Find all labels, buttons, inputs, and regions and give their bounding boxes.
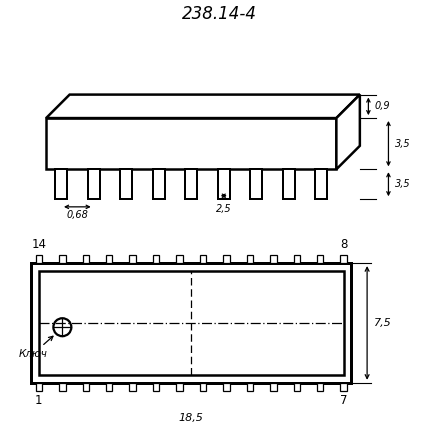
Bar (247, 383, 253, 391)
Bar (317, 254, 323, 263)
Text: 0,68: 0,68 (67, 210, 88, 220)
Text: 18,5: 18,5 (179, 413, 204, 422)
Bar (223, 383, 230, 391)
Bar (35, 383, 42, 391)
Bar (106, 254, 113, 263)
Bar (46, 118, 336, 169)
Text: 7,5: 7,5 (374, 318, 392, 328)
Text: 1: 1 (35, 394, 42, 407)
Bar (59, 383, 66, 391)
Bar (31, 263, 351, 383)
Text: 14: 14 (32, 238, 46, 251)
Bar (283, 169, 295, 199)
Polygon shape (336, 95, 360, 169)
Text: 238.14-4: 238.14-4 (181, 5, 257, 23)
Bar (130, 254, 136, 263)
Bar (340, 254, 347, 263)
Bar (153, 169, 165, 199)
Bar (106, 383, 113, 391)
Bar (177, 254, 183, 263)
Bar (247, 254, 253, 263)
Bar (83, 383, 89, 391)
Bar (153, 254, 159, 263)
Bar (317, 383, 323, 391)
Text: Ключ: Ключ (18, 336, 53, 359)
Text: 0,9: 0,9 (374, 101, 390, 111)
Bar (315, 169, 328, 199)
Bar (35, 254, 42, 263)
Polygon shape (46, 95, 360, 118)
Bar (120, 169, 132, 199)
Bar (218, 169, 230, 199)
Bar (251, 169, 262, 199)
Text: 3,5: 3,5 (395, 179, 410, 189)
Text: 7: 7 (340, 394, 347, 407)
Bar (153, 383, 159, 391)
Bar (59, 254, 66, 263)
Bar (55, 169, 67, 199)
Bar (340, 383, 347, 391)
Bar (130, 383, 136, 391)
Text: 8: 8 (340, 238, 347, 251)
Bar (270, 254, 276, 263)
Bar (88, 169, 99, 199)
Bar (270, 383, 276, 391)
Bar (185, 169, 197, 199)
Text: 2,5: 2,5 (216, 204, 232, 214)
Bar (83, 254, 89, 263)
Bar (293, 254, 300, 263)
Bar (177, 383, 183, 391)
Text: 3,5: 3,5 (395, 139, 410, 149)
Bar (200, 254, 206, 263)
Bar (39, 271, 344, 375)
Bar (200, 383, 206, 391)
Bar (223, 254, 230, 263)
Bar (293, 383, 300, 391)
